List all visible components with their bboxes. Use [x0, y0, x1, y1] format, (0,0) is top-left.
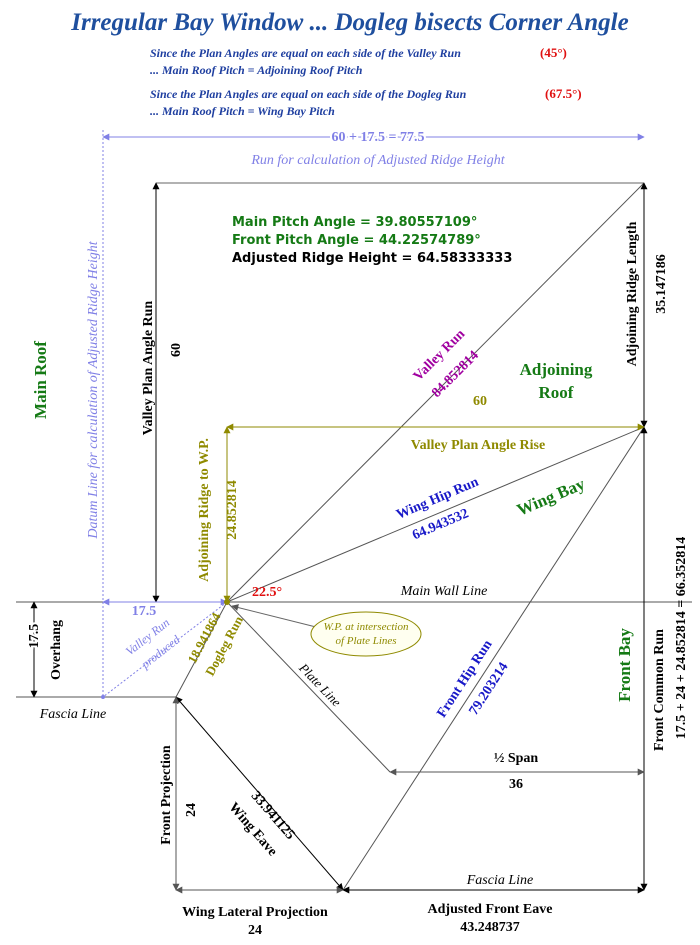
note-line-3: Since the Plan Angles are equal on each … — [150, 87, 467, 101]
datum-point-marker — [101, 695, 105, 699]
wing-bay-label: Wing Bay — [514, 474, 588, 520]
dogleg-line — [175, 601, 228, 698]
plate-line — [226, 601, 391, 773]
front-common-run-label: Front Common Run — [652, 629, 667, 751]
valley-run-line — [226, 182, 645, 603]
page-title: Irregular Bay Window ... Dogleg bisects … — [70, 9, 628, 36]
working-point-marker — [224, 599, 230, 605]
adjoining-roof-label-2: Roof — [539, 383, 574, 402]
valley-plan-angle-run-label: Valley Plan Angle Run — [141, 301, 156, 436]
valley-plan-angle-rise-label: Valley Plan Angle Rise — [411, 438, 545, 453]
front-pitch-angle: Front Pitch Angle = 44.22574789° — [232, 233, 481, 248]
wp-note-line-2: of Plate Lines — [335, 635, 396, 647]
wing-lateral-projection-value: 24 — [248, 923, 262, 938]
adjoining-roof-label-1: Adjoining — [520, 360, 593, 379]
adjoining-ridge-to-wp-value: 24.852814 — [225, 480, 240, 540]
fascia-line-left-label: Fascia Line — [39, 707, 107, 722]
front-bay-label: Front Bay — [615, 628, 634, 702]
angle-label: 22.5° — [252, 585, 282, 600]
wing-eave-line — [175, 696, 344, 891]
front-projection-label: Front Projection — [159, 745, 174, 845]
wp-callout-bubble — [310, 611, 422, 657]
wp-note-line-1: W.P. at intersection — [324, 621, 409, 633]
fascia-line-bottom-label: Fascia Line — [466, 873, 534, 888]
main-roof-label: Main Roof — [31, 341, 50, 419]
half-span-value: 36 — [509, 777, 523, 792]
top-dimension-value: 60 + 17.5 = 77.5 — [332, 130, 425, 145]
valley-plan-angle-run-value: 60 — [169, 343, 184, 357]
valley-plan-angle-rise-value: 60 — [473, 394, 487, 409]
overhang-value: 17.5 — [27, 624, 42, 649]
adjoining-ridge-length-value: 35.147186 — [654, 254, 669, 314]
adjusted-ridge-height: Adjusted Ridge Height = 64.58333333 — [232, 251, 512, 266]
wp-callout-arrow — [231, 604, 321, 629]
wing-lateral-projection-label: Wing Lateral Projection — [182, 905, 328, 920]
note-line-1: Since the Plan Angles are equal on each … — [150, 46, 461, 60]
note-angle-67-5: (67.5°) — [545, 86, 582, 101]
note-line-4: ... Main Roof Pitch = Wing Bay Pitch — [150, 104, 335, 118]
plate-line-label: Plate Line — [295, 660, 344, 710]
half-span-label: ½ Span — [494, 751, 539, 766]
main-wall-line-label: Main Wall Line — [400, 584, 488, 599]
datum-line-label: Datum Line for calculation of Adjusted R… — [86, 240, 101, 539]
adjoining-ridge-length-label: Adjoining Ridge Length — [625, 221, 640, 366]
front-projection-value: 24 — [184, 803, 199, 817]
adjusted-front-eave-value: 43.248737 — [460, 920, 520, 935]
front-hip-line — [342, 426, 645, 891]
front-common-run-formula: 17.5 + 24 + 24.852814 = 66.352814 — [674, 537, 689, 739]
left-17-5-value: 17.5 — [132, 604, 157, 619]
note-line-2: ... Main Roof Pitch = Adjoining Roof Pit… — [150, 63, 363, 77]
overhang-label: Overhang — [49, 620, 64, 680]
adjoining-ridge-to-wp-label: Adjoining Ridge to W.P. — [197, 438, 212, 582]
main-pitch-angle: Main Pitch Angle = 39.80557109° — [232, 215, 477, 230]
note-angle-45: (45°) — [540, 45, 567, 60]
adjusted-front-eave-label: Adjusted Front Eave — [428, 902, 553, 917]
wing-hip-line — [226, 426, 645, 603]
run-label: Run for calculation of Adjusted Ridge He… — [250, 153, 505, 168]
